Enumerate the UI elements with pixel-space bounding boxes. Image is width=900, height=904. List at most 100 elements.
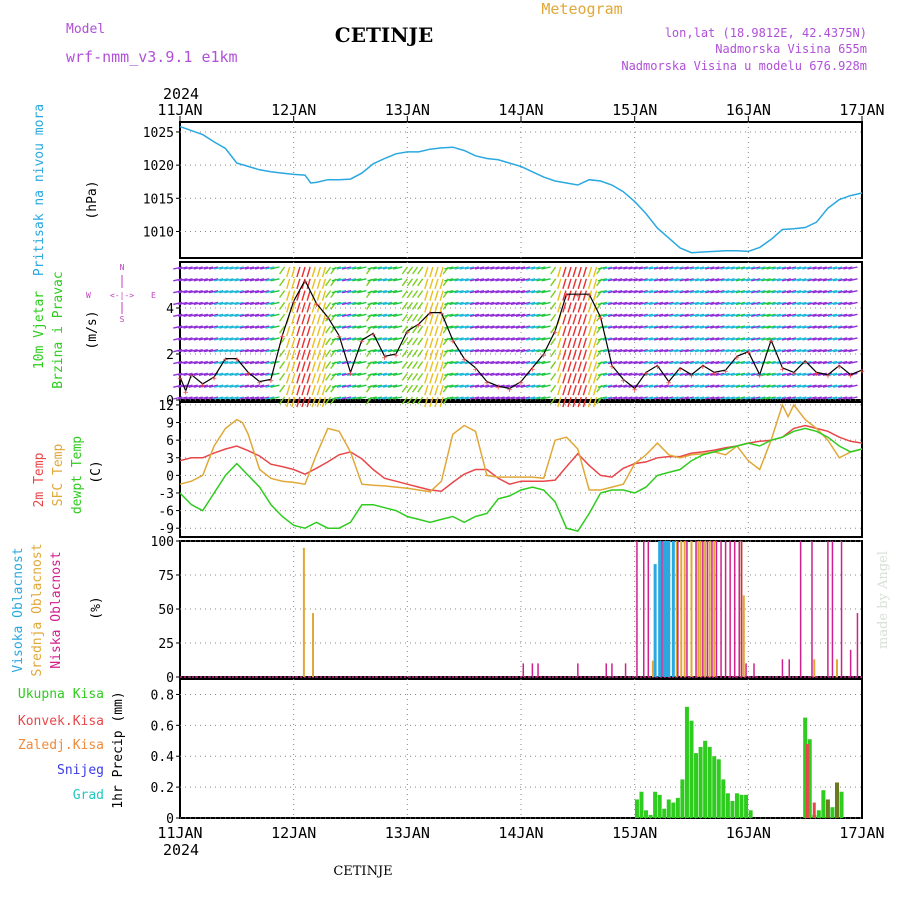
wind-barb xyxy=(694,301,705,306)
wind-barb xyxy=(638,301,648,306)
wind-barb xyxy=(592,302,598,313)
wind-barb xyxy=(623,266,633,270)
wind-barb xyxy=(715,325,725,329)
wind-barb xyxy=(306,314,311,325)
wind-barb xyxy=(633,313,643,317)
wind-barb xyxy=(536,301,546,306)
wind-barb xyxy=(679,301,689,306)
wind-barb xyxy=(485,278,495,282)
wind-barb xyxy=(260,396,270,400)
wind-barb xyxy=(827,325,838,329)
wind-barb xyxy=(449,372,459,377)
wind-barb xyxy=(500,349,510,353)
temp-ytick-label: -6 xyxy=(158,505,174,520)
wind-barb xyxy=(807,266,817,270)
wind-barb xyxy=(756,266,766,270)
wind-barb xyxy=(515,266,526,270)
wind-barb xyxy=(792,313,802,317)
wind-barb xyxy=(761,278,771,282)
wind-barb xyxy=(577,337,582,349)
wind-barb xyxy=(173,349,183,353)
wind-barb xyxy=(387,349,398,353)
wind-barb xyxy=(740,313,751,317)
wind-barb xyxy=(469,289,480,294)
wind-barb xyxy=(705,349,715,353)
wind-barb xyxy=(802,396,812,400)
wind-barb xyxy=(827,337,838,341)
wind-barb xyxy=(239,372,249,377)
wind-barb xyxy=(781,266,792,270)
wind-barb xyxy=(735,325,746,329)
wind-barb xyxy=(607,337,618,341)
wind-barb xyxy=(832,289,843,294)
altitude-label: Nadmorska Visina 655m xyxy=(715,42,867,56)
wind-barb xyxy=(316,290,322,301)
high-cloud-bar xyxy=(664,541,668,677)
wind-barb xyxy=(249,266,260,270)
wind-barb xyxy=(751,325,761,329)
wind-barb xyxy=(424,290,429,301)
wind-barb xyxy=(653,396,664,400)
wind-barb xyxy=(439,290,444,301)
wind-barb xyxy=(382,301,393,306)
wind-barb xyxy=(382,384,393,388)
wind-barb xyxy=(387,278,398,282)
low-cloud-bar xyxy=(831,541,834,677)
wind-gust-marker: + xyxy=(518,379,524,389)
wind-barb xyxy=(643,313,654,317)
wind-barb xyxy=(459,372,469,377)
wind-barb xyxy=(469,349,480,353)
wind-barb xyxy=(628,313,638,317)
total-precip-bar xyxy=(644,810,649,818)
wind-barb xyxy=(357,289,367,294)
wind-barb xyxy=(347,372,357,377)
wind-barb xyxy=(424,266,429,278)
bottom-day-label: 16JAN xyxy=(726,824,771,842)
wind-barb xyxy=(550,325,557,334)
wind-barb xyxy=(178,313,188,317)
wind-barb xyxy=(648,313,659,317)
wind-barb xyxy=(567,278,572,290)
wind-barb xyxy=(424,278,429,290)
wind-barb xyxy=(434,325,439,337)
wind-barb xyxy=(500,266,510,270)
total-precip-bar xyxy=(830,807,835,818)
wind-barb xyxy=(316,373,322,384)
mid-cloud-bar xyxy=(690,541,693,677)
wind-barb xyxy=(480,349,490,353)
wind-barb xyxy=(316,302,322,313)
precip-ytick-label: 0.2 xyxy=(151,781,174,796)
wind-barb xyxy=(761,301,771,306)
wind-barb xyxy=(439,396,444,408)
wind-gust-marker: + xyxy=(723,367,729,377)
wind-barb xyxy=(715,349,725,353)
wind-barb xyxy=(193,301,203,306)
wind-barb xyxy=(838,266,848,270)
low-cloud-bar xyxy=(661,541,663,677)
low-cloud-bar xyxy=(577,663,579,677)
wind-barb xyxy=(325,372,332,381)
wind-barb xyxy=(234,278,244,282)
wind-barb xyxy=(674,384,684,388)
wind-barb xyxy=(797,349,807,353)
wind-barb xyxy=(439,302,444,313)
wind-barb xyxy=(623,289,633,294)
wind-barb xyxy=(618,360,628,365)
wind-barb xyxy=(382,372,393,377)
wind-barb xyxy=(429,384,434,396)
wind-barb xyxy=(505,313,515,317)
top-day-label: 16JAN xyxy=(726,101,771,119)
wind-barb xyxy=(715,278,725,282)
wind-barb xyxy=(618,384,628,388)
wind-barb xyxy=(689,396,700,400)
wind-barb xyxy=(838,301,848,306)
wind-barb xyxy=(623,313,633,317)
wind-barb xyxy=(669,360,679,365)
wind-barb xyxy=(325,302,332,310)
wind-barb xyxy=(198,301,209,306)
wind-ytick-label: 4 xyxy=(166,302,174,317)
wind-barb xyxy=(321,384,327,396)
bottom-day-label: 17JAN xyxy=(839,824,884,842)
wind-barb xyxy=(183,360,193,365)
wind-barb xyxy=(279,349,286,358)
